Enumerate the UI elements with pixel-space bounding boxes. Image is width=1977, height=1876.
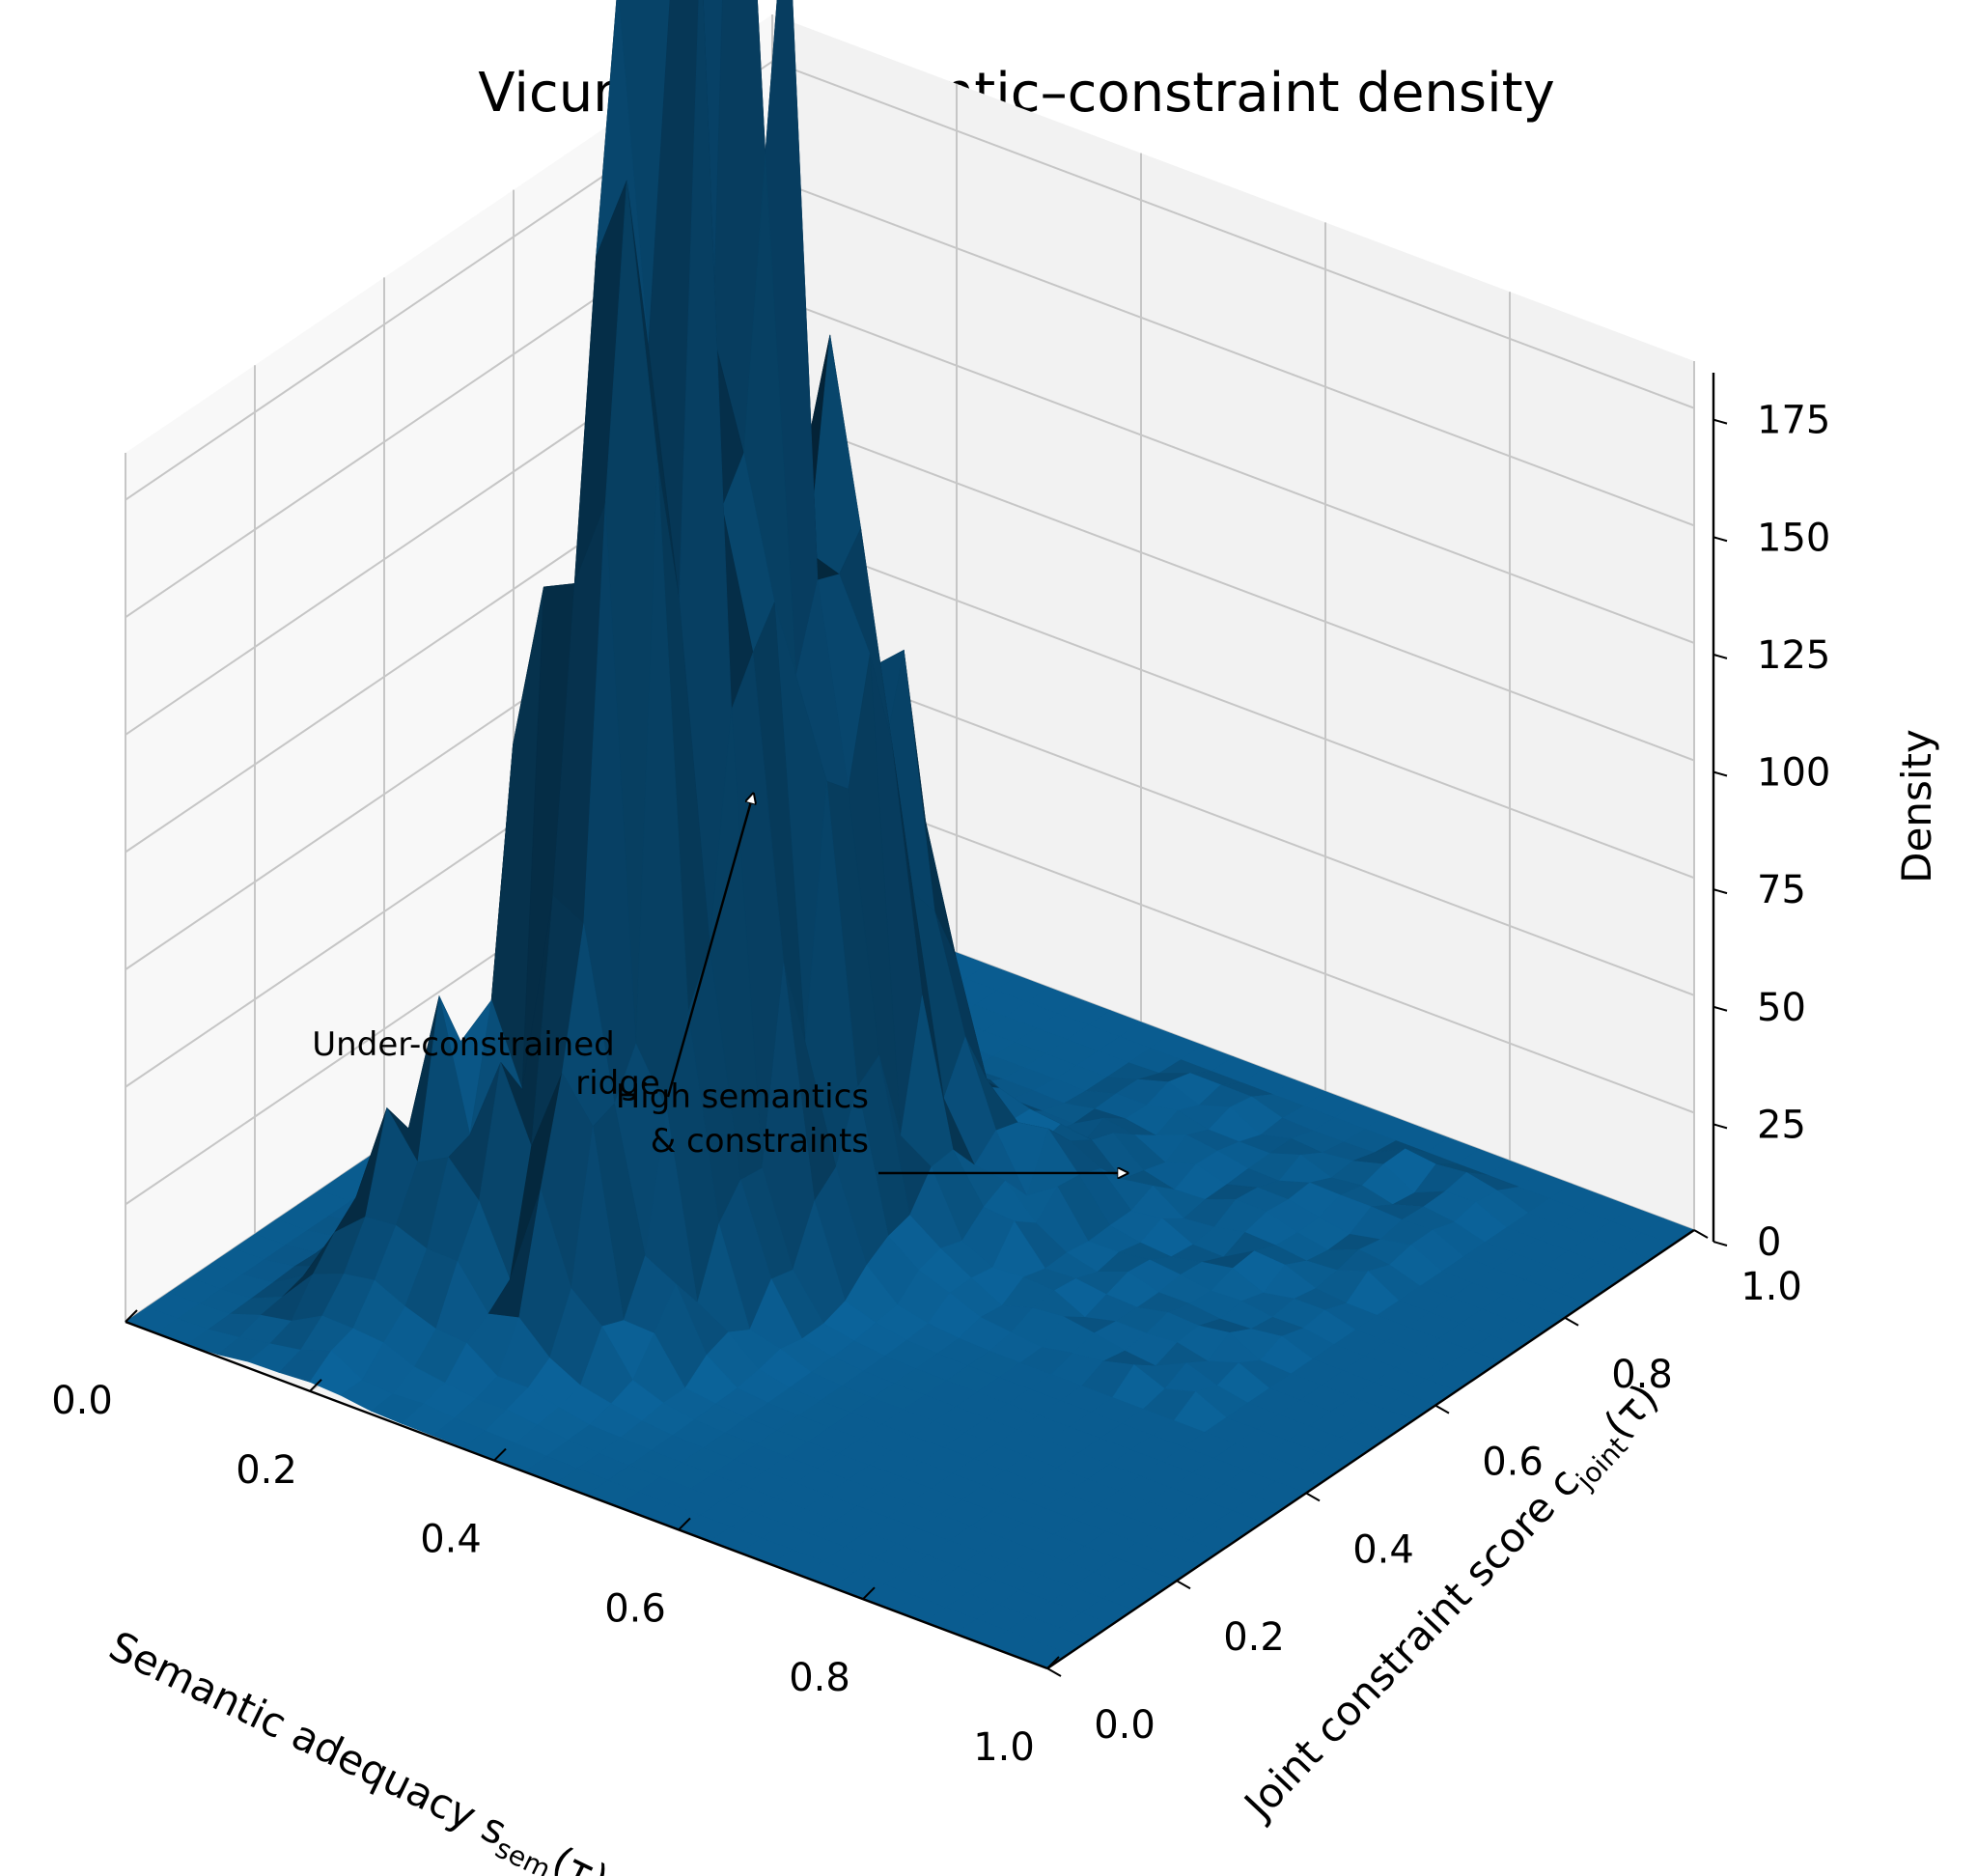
grid-line bbox=[771, 294, 1695, 644]
annotation-under-constrained: Under-constrained ridge bbox=[312, 1025, 659, 1103]
x-tick bbox=[862, 1586, 876, 1600]
x-tick-label: 0.4 bbox=[420, 1518, 482, 1562]
z-tick-label: 150 bbox=[1757, 516, 1830, 560]
y-tick bbox=[1564, 1316, 1579, 1327]
tick-labels: 0.00.20.40.60.81.0 0.00.20.40.60.81.00255… bbox=[51, 399, 1830, 1770]
annotation-high-semantics: High semantics & constraints bbox=[616, 1078, 869, 1161]
y-tick bbox=[1176, 1580, 1191, 1590]
z-tick bbox=[1712, 1123, 1728, 1130]
grid-line bbox=[771, 412, 1695, 762]
z-tick bbox=[1712, 888, 1728, 895]
annotation-arrow bbox=[666, 795, 753, 1098]
z-tick bbox=[1712, 536, 1728, 543]
z-tick bbox=[1712, 418, 1728, 425]
z-tick-label: 25 bbox=[1757, 1103, 1806, 1147]
y-tick bbox=[1693, 1229, 1709, 1239]
grid-line bbox=[771, 530, 1695, 880]
y-axis-line bbox=[1046, 1229, 1695, 1669]
x-axis-label: Semantic adequacy ssem(τ) bbox=[99, 1622, 616, 1876]
z-tick bbox=[1712, 653, 1728, 659]
z-tick-label: 100 bbox=[1757, 751, 1830, 796]
y-tick bbox=[1046, 1667, 1062, 1677]
y-tick bbox=[1305, 1492, 1321, 1502]
z-tick bbox=[1712, 770, 1728, 777]
x-axis-line bbox=[125, 1320, 1048, 1670]
z-tick-label: 50 bbox=[1757, 986, 1806, 1030]
x-tick-label: 0.0 bbox=[51, 1379, 113, 1423]
z-tick bbox=[1712, 1241, 1728, 1246]
x-tick-label: 0.8 bbox=[789, 1656, 850, 1700]
x-tick-label: 1.0 bbox=[973, 1725, 1035, 1770]
grid-line bbox=[771, 60, 1695, 409]
axis-lines bbox=[125, 373, 1715, 1670]
grid-line bbox=[771, 178, 1695, 527]
z-tick-label: 125 bbox=[1757, 633, 1830, 678]
y-tick-label: 0.8 bbox=[1611, 1353, 1673, 1397]
grid-line bbox=[771, 647, 1695, 996]
y-tick-label: 0.0 bbox=[1094, 1703, 1156, 1748]
x-tick bbox=[678, 1517, 691, 1531]
y-tick-label: 0.2 bbox=[1223, 1615, 1285, 1660]
y-tick-label: 0.4 bbox=[1352, 1527, 1414, 1572]
x-tick bbox=[125, 1309, 138, 1323]
y-tick-label: 1.0 bbox=[1740, 1265, 1802, 1309]
x-tick bbox=[493, 1447, 507, 1462]
z-tick-label: 75 bbox=[1757, 868, 1806, 912]
z-tick-label: 0 bbox=[1757, 1220, 1781, 1265]
y-tick bbox=[1434, 1404, 1450, 1414]
x-tick-label: 0.2 bbox=[236, 1448, 297, 1493]
x-tick-label: 0.6 bbox=[604, 1586, 666, 1631]
z-tick-label: 175 bbox=[1757, 399, 1830, 443]
z-axis-label: Density bbox=[1893, 729, 1940, 883]
z-tick bbox=[1712, 1005, 1728, 1012]
y-tick-label: 0.6 bbox=[1482, 1441, 1544, 1485]
back-pane bbox=[772, 14, 1694, 1230]
x-tick bbox=[1046, 1656, 1060, 1669]
x-tick bbox=[309, 1379, 322, 1392]
density-surface bbox=[125, 0, 1695, 1669]
